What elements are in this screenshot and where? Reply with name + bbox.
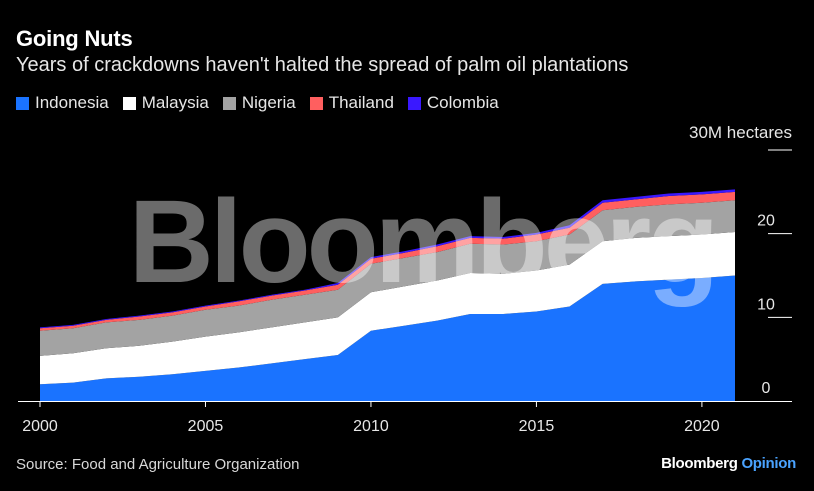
legend-item-thailand: Thailand xyxy=(309,93,394,113)
legend-item-indonesia: Indonesia xyxy=(16,93,109,113)
legend-item-malaysia: Malaysia xyxy=(122,93,209,113)
legend-label-indonesia: Indonesia xyxy=(35,93,109,112)
source-note: Source: Food and Agriculture Organizatio… xyxy=(16,456,300,473)
legend-swatch-malaysia xyxy=(122,96,136,110)
legend-label-colombia: Colombia xyxy=(426,93,499,112)
legend-swatch-thailand xyxy=(309,96,323,110)
legend-swatch-indonesia xyxy=(16,96,29,110)
area-indonesia xyxy=(40,275,735,401)
y-tick-label-20: 20 xyxy=(757,213,775,230)
legend-swatch-nigeria xyxy=(222,96,236,110)
x-tick-label-2015: 2015 xyxy=(519,418,555,435)
legend-swatch-colombia xyxy=(407,96,421,110)
x-tick-label-2000: 2000 xyxy=(22,418,58,435)
brand-main: Bloomberg xyxy=(661,455,738,472)
y-axis: 0 10 20 xyxy=(757,149,792,397)
area-series-group xyxy=(40,189,735,401)
x-axis: 2000 2005 2010 2015 2020 xyxy=(18,401,792,435)
legend-label-thailand: Thailand xyxy=(328,93,394,112)
area-nigeria xyxy=(40,200,735,356)
legend-item-nigeria: Nigeria xyxy=(222,93,296,113)
legend: Indonesia Malaysia Nigeria Thailand Colo… xyxy=(16,93,499,113)
legend-label-malaysia: Malaysia xyxy=(141,93,209,112)
x-tick-label-2010: 2010 xyxy=(353,418,389,435)
legend-label-nigeria: Nigeria xyxy=(241,93,296,112)
brand-logo: Bloomberg Opinion xyxy=(661,455,796,472)
watermark-group: Bloomberg xyxy=(129,176,720,308)
chart-subtitle: Years of crackdowns haven't halted the s… xyxy=(16,54,629,76)
y-tick-label-10: 10 xyxy=(757,296,775,313)
legend-item-colombia: Colombia xyxy=(407,93,499,113)
chart-title: Going Nuts xyxy=(16,26,133,51)
brand-sub: Opinion xyxy=(741,455,796,472)
watermark-text: Bloomberg xyxy=(129,176,716,308)
y-tick-label-0: 0 xyxy=(762,380,771,397)
x-tick-label-2020: 2020 xyxy=(684,418,720,435)
y-axis-unit-label: 30M hectares xyxy=(689,123,792,142)
area-malaysia xyxy=(40,231,735,385)
x-tick-label-2005: 2005 xyxy=(188,418,224,435)
